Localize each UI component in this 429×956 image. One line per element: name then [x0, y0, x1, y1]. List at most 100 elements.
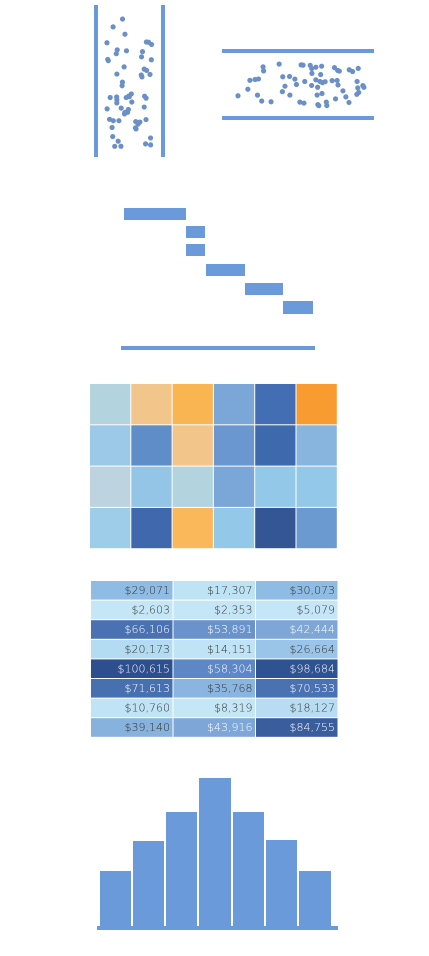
cell-value: $20,173 — [125, 643, 171, 656]
cell-value: $30,073 — [290, 584, 336, 597]
heat-cell — [255, 507, 296, 549]
table-cell — [256, 679, 338, 698]
heat-cell — [131, 507, 172, 549]
dot — [129, 99, 135, 105]
dot — [340, 88, 346, 94]
dot — [107, 94, 113, 101]
table-cell — [91, 581, 173, 600]
dot — [355, 85, 361, 91]
dot — [354, 91, 360, 97]
dot — [138, 72, 144, 78]
dot — [147, 135, 154, 141]
heat-cell — [213, 466, 255, 507]
heat-cell — [296, 425, 337, 466]
dot — [148, 142, 154, 148]
dot — [335, 82, 341, 88]
dot — [135, 121, 141, 127]
table-cell — [173, 600, 255, 620]
dot — [121, 64, 127, 70]
cell-value: $100,615 — [118, 662, 171, 675]
dot — [147, 71, 153, 78]
dot — [313, 77, 319, 83]
dot — [118, 143, 124, 149]
heatmap-icon — [90, 384, 337, 549]
dot — [313, 64, 319, 70]
heat-cell — [296, 466, 337, 507]
gantt-bar — [283, 301, 313, 314]
dot — [122, 31, 128, 37]
table-cell — [91, 718, 173, 737]
dot — [148, 57, 154, 63]
table-cell — [91, 698, 173, 718]
hist-axis — [97, 926, 338, 930]
cell-value: $71,613 — [125, 682, 171, 695]
hist-bar — [266, 840, 297, 926]
cell-value: $26,664 — [290, 643, 336, 656]
hist-bar — [100, 871, 131, 926]
dot — [334, 77, 340, 84]
dot — [292, 76, 298, 82]
gantt-bar — [245, 283, 283, 295]
dot — [105, 56, 111, 63]
gantt-bar — [124, 208, 186, 220]
heat-cell — [172, 425, 213, 466]
heat-cell — [255, 425, 296, 466]
table-cell — [173, 698, 255, 718]
dot — [332, 96, 339, 102]
dot — [110, 133, 116, 140]
gantt-axis — [121, 346, 315, 350]
cell-value: $14,151 — [207, 643, 253, 656]
table-cell — [91, 620, 173, 639]
dot — [316, 103, 322, 109]
cell-value: $58,304 — [207, 662, 253, 675]
dot — [245, 86, 251, 92]
dot — [109, 124, 115, 131]
dot — [141, 104, 147, 110]
dot — [123, 94, 129, 101]
dot — [315, 84, 321, 90]
cell-value: $66,106 — [125, 623, 171, 636]
table-cell — [173, 581, 255, 600]
heat-cell — [90, 507, 131, 549]
cell-value: $35,768 — [207, 682, 253, 695]
dot — [343, 94, 349, 100]
cell-value: $39,140 — [125, 721, 171, 734]
gantt-bar — [186, 226, 205, 238]
cell-value: $29,071 — [125, 584, 171, 597]
heat-cell — [172, 466, 213, 507]
cell-value: $10,760 — [125, 702, 171, 715]
dot — [314, 92, 320, 98]
heat-cell — [131, 384, 172, 425]
histogram-icon — [97, 778, 338, 930]
heat-cell — [90, 384, 131, 425]
dot — [114, 71, 120, 77]
heat-cell — [213, 384, 255, 425]
dot — [360, 83, 366, 89]
cell-value: $84,755 — [290, 721, 336, 734]
strip-border — [161, 5, 165, 157]
dot — [116, 118, 122, 124]
strip-border — [222, 116, 374, 120]
dot — [123, 48, 130, 54]
dot — [300, 62, 306, 68]
dot — [297, 99, 303, 105]
table-cell — [173, 620, 255, 639]
dot — [336, 68, 342, 74]
dot — [309, 70, 315, 76]
dot — [112, 143, 118, 149]
table-cell — [173, 718, 255, 737]
dot — [301, 100, 307, 106]
dot — [119, 79, 126, 85]
dot — [104, 106, 110, 112]
table-cell — [91, 679, 173, 698]
heat-cell — [255, 466, 296, 507]
dot — [118, 105, 124, 111]
cell-value: $2,353 — [214, 604, 253, 617]
table-cell — [256, 620, 338, 639]
table-cell — [256, 698, 338, 718]
hist-bar — [133, 841, 164, 926]
table-cell — [256, 659, 338, 678]
dot — [235, 93, 241, 99]
heat-cell — [172, 507, 213, 549]
dot — [139, 49, 146, 55]
